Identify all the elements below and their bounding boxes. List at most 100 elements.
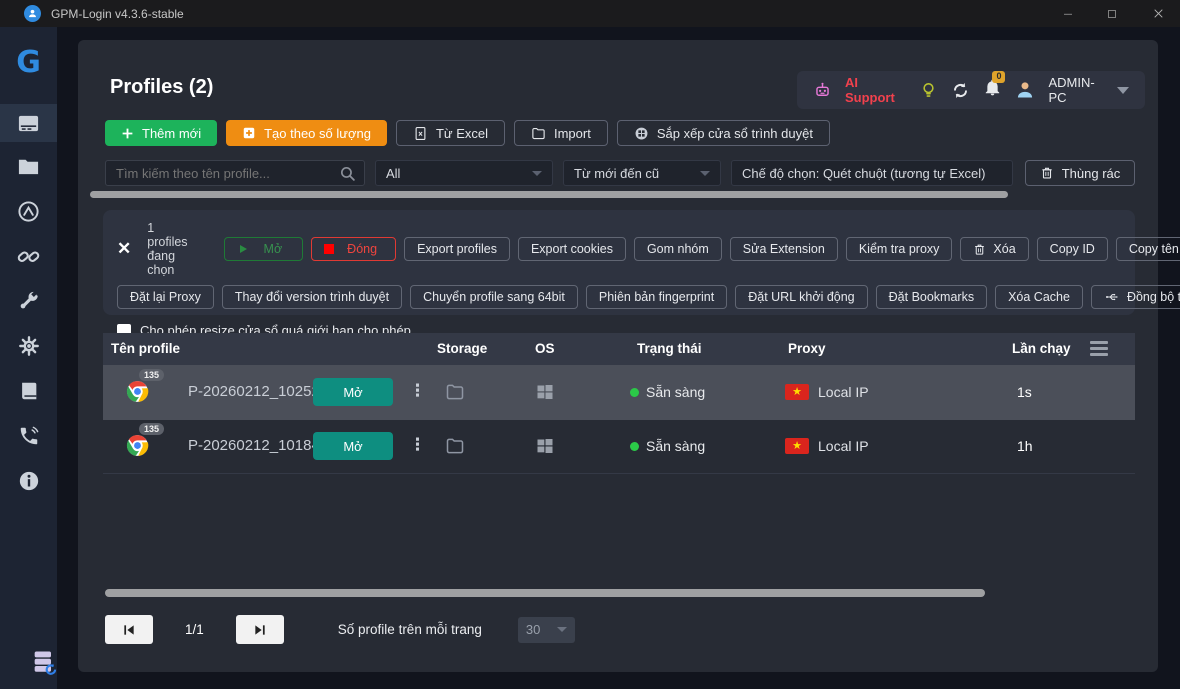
bulk-row-1: ✕ 1 profiles đang chọn Mở Đóng Export pr… bbox=[103, 221, 1180, 277]
import-button[interactable]: Import bbox=[513, 120, 608, 146]
create-by-quantity-button[interactable]: Tạo theo số lượng bbox=[226, 120, 387, 146]
group-button[interactable]: Gom nhóm bbox=[633, 237, 722, 261]
column-header-storage[interactable]: Storage bbox=[437, 341, 488, 356]
table-header: Tên profile Storage OS Trạng thái Proxy … bbox=[103, 333, 1135, 365]
export-profiles-button[interactable]: Export profiles bbox=[404, 237, 510, 261]
column-header-runs[interactable]: Lần chạy bbox=[1012, 341, 1071, 356]
clear-cache-button[interactable]: Xóa Cache bbox=[995, 285, 1083, 309]
trash-icon bbox=[973, 243, 986, 256]
chain-links-icon bbox=[17, 245, 40, 268]
status-dot bbox=[630, 442, 639, 451]
window-title: GPM-Login v4.3.6-stable bbox=[51, 6, 184, 21]
set-bookmarks-button[interactable]: Đặt Bookmarks bbox=[875, 285, 988, 309]
sidebar-item-automation[interactable] bbox=[0, 192, 57, 230]
titlebar[interactable]: GPM-Login v4.3.6-stable bbox=[0, 0, 1180, 27]
from-excel-button[interactable]: Từ Excel bbox=[395, 120, 505, 146]
fingerprint-version-button[interactable]: Phiên bản fingerprint bbox=[585, 285, 728, 309]
user-menu[interactable]: ADMIN-PC bbox=[1048, 75, 1095, 105]
ai-support-button[interactable]: AI Support bbox=[845, 75, 895, 105]
horizontal-scrollbar-top[interactable] bbox=[90, 191, 1008, 198]
set-bookmarks-label: Đặt Bookmarks bbox=[888, 290, 975, 304]
delete-button[interactable]: Xóa bbox=[960, 237, 1029, 261]
selected-count: 1 profiles đang chọn bbox=[147, 221, 188, 277]
row-menu-icon[interactable]: ⋮ bbox=[409, 381, 426, 401]
per-page-select[interactable]: 30 bbox=[517, 616, 575, 643]
fix-extension-label: Sửa Extension bbox=[742, 242, 825, 256]
add-new-button[interactable]: Thêm mới bbox=[105, 120, 218, 146]
book-icon bbox=[18, 380, 40, 402]
sidebar-item-profiles[interactable] bbox=[0, 104, 57, 142]
open-profile-button[interactable]: Mở bbox=[313, 378, 393, 406]
proxy-text: Local IP bbox=[818, 438, 869, 454]
table-row[interactable]: 135 P-20260212_10252 Mở ⋮ Sẵn sàng ★ Loc… bbox=[103, 365, 1135, 420]
select-mode-select[interactable]: Chế độ chọn: Quét chuột (tương tự Excel) bbox=[731, 160, 1013, 186]
refresh-icon[interactable] bbox=[951, 81, 970, 100]
circle-a-icon bbox=[17, 200, 40, 223]
user-avatar-icon bbox=[1015, 80, 1035, 100]
column-header-status[interactable]: Trạng thái bbox=[637, 341, 702, 356]
table-row[interactable]: 135 P-20260212_10184 Mở ⋮ Sẵn sàng ★ Loc… bbox=[103, 419, 1135, 474]
export-cookies-button[interactable]: Export cookies bbox=[517, 237, 626, 261]
set-startup-url-button[interactable]: Đặt URL khởi động bbox=[735, 285, 868, 309]
robot-icon[interactable] bbox=[813, 81, 832, 100]
search-icon[interactable] bbox=[339, 165, 356, 182]
sync-actions-label: Đồng bộ thao tác bbox=[1126, 290, 1180, 304]
vietnam-flag-icon: ★ bbox=[785, 438, 809, 454]
sidebar-item-contact[interactable] bbox=[0, 417, 57, 455]
reset-proxy-label: Đặt lại Proxy bbox=[130, 290, 201, 304]
copy-name-button[interactable]: Copy tên bbox=[1115, 237, 1180, 261]
status-text: Sẵn sàng bbox=[646, 384, 706, 400]
column-header-proxy[interactable]: Proxy bbox=[788, 341, 826, 356]
row-menu-icon[interactable]: ⋮ bbox=[409, 435, 426, 455]
storage-folder-icon[interactable] bbox=[445, 436, 465, 461]
sidebar-item-folders[interactable] bbox=[0, 147, 57, 185]
app-icon bbox=[24, 5, 41, 22]
maximize-button[interactable] bbox=[1095, 0, 1129, 27]
sort-select[interactable]: Từ mới đến cũ bbox=[563, 160, 721, 186]
sidebar-item-info[interactable] bbox=[0, 462, 57, 500]
fix-extension-button[interactable]: Sửa Extension bbox=[729, 237, 838, 261]
column-header-os[interactable]: OS bbox=[535, 341, 555, 356]
column-header-name[interactable]: Tên profile bbox=[111, 341, 181, 356]
sync-actions-button[interactable]: Đồng bộ thao tác bbox=[1090, 285, 1180, 309]
convert-64bit-button[interactable]: Chuyển profile sang 64bit bbox=[410, 285, 578, 309]
copy-id-label: Copy ID bbox=[1049, 242, 1095, 256]
arrange-windows-button[interactable]: Sắp xếp cửa sổ trình duyệt bbox=[616, 120, 830, 146]
from-excel-label: Từ Excel bbox=[435, 125, 488, 141]
first-page-button[interactable] bbox=[105, 615, 153, 644]
minimize-button[interactable] bbox=[1051, 0, 1085, 27]
chevron-down-icon[interactable] bbox=[1117, 86, 1129, 94]
notifications-button[interactable]: 0 bbox=[983, 71, 1006, 102]
sidebar-item-tools[interactable] bbox=[0, 282, 57, 320]
status-text: Sẵn sàng bbox=[646, 438, 706, 454]
header-toolbar: AI Support 0 ADMIN-PC bbox=[797, 71, 1145, 109]
sidebar-item-settings[interactable] bbox=[0, 327, 57, 365]
copy-id-button[interactable]: Copy ID bbox=[1036, 237, 1108, 261]
trash-button[interactable]: Thùng rác bbox=[1025, 160, 1135, 186]
windows-os-icon bbox=[535, 382, 555, 407]
last-page-button[interactable] bbox=[235, 615, 284, 644]
close-selected-button[interactable]: Đóng bbox=[311, 237, 397, 261]
skip-last-icon bbox=[252, 622, 268, 638]
close-button[interactable] bbox=[1141, 0, 1175, 27]
open-selected-button[interactable]: Mở bbox=[223, 237, 304, 261]
browser-version-badge: 135 bbox=[139, 369, 165, 381]
sort-value: Từ mới đến cũ bbox=[574, 165, 660, 181]
import-label: Import bbox=[553, 125, 591, 141]
person-icon bbox=[27, 8, 38, 19]
search-input[interactable] bbox=[106, 161, 346, 185]
lightbulb-icon[interactable] bbox=[919, 81, 938, 100]
group-filter-select[interactable]: All bbox=[375, 160, 553, 186]
reset-proxy-button[interactable]: Đặt lại Proxy bbox=[117, 285, 214, 309]
profiles-card-icon bbox=[17, 112, 40, 135]
main-panel: Profiles (2) AI Support 0 ADMIN-PC Thêm … bbox=[78, 40, 1180, 672]
change-version-button[interactable]: Thay đổi version trình duyệt bbox=[221, 285, 403, 309]
horizontal-scrollbar-bottom[interactable] bbox=[105, 589, 985, 597]
sidebar-item-docs[interactable] bbox=[0, 372, 57, 410]
clear-selection-icon[interactable]: ✕ bbox=[117, 239, 132, 258]
storage-folder-icon[interactable] bbox=[445, 382, 465, 407]
columns-menu-icon[interactable] bbox=[1090, 341, 1108, 359]
open-profile-button[interactable]: Mở bbox=[313, 432, 393, 460]
sidebar-item-links[interactable] bbox=[0, 237, 57, 275]
check-proxy-button[interactable]: Kiểm tra proxy bbox=[845, 237, 953, 261]
